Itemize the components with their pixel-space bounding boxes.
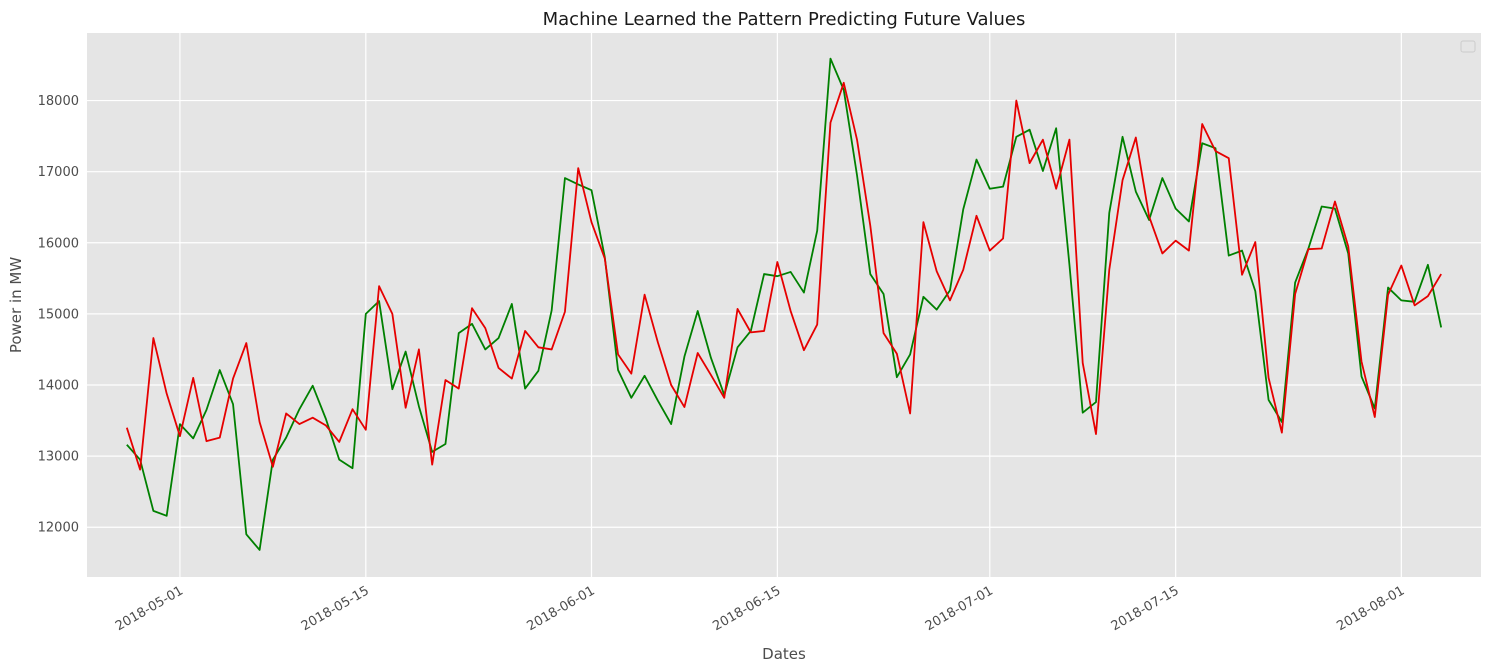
x-tick-label: 2018-06-15 [710,583,783,634]
y-tick-label: 13000 [38,450,79,465]
y-tick-label: 17000 [38,165,79,180]
x-tick-label: 2018-06-01 [525,583,598,634]
legend-box [1460,40,1476,53]
x-tick-label: 2018-07-01 [923,583,996,634]
x-tick-label: 2018-07-15 [1109,583,1182,634]
y-tick-label: 15000 [38,307,79,322]
y-tick-label: 14000 [38,379,79,394]
series-layer [125,57,1443,551]
y-tick-label: 12000 [38,521,79,536]
series-line-2 [125,81,1442,471]
grid-layer [87,33,1481,577]
x-tick-label: 2018-05-01 [113,583,186,634]
y-tick-label: 18000 [38,94,79,109]
y-axis-label: Power in MW [7,257,25,354]
plot-background [87,33,1481,577]
x-axis-label: Dates [762,645,806,663]
x-tick-label: 2018-05-15 [299,583,372,634]
series-line-1 [126,57,1443,551]
y-tick-label: 16000 [38,236,79,251]
chart-title: Machine Learned the Pattern Predicting F… [543,9,1026,30]
x-tick-label: 2018-08-01 [1334,583,1407,634]
